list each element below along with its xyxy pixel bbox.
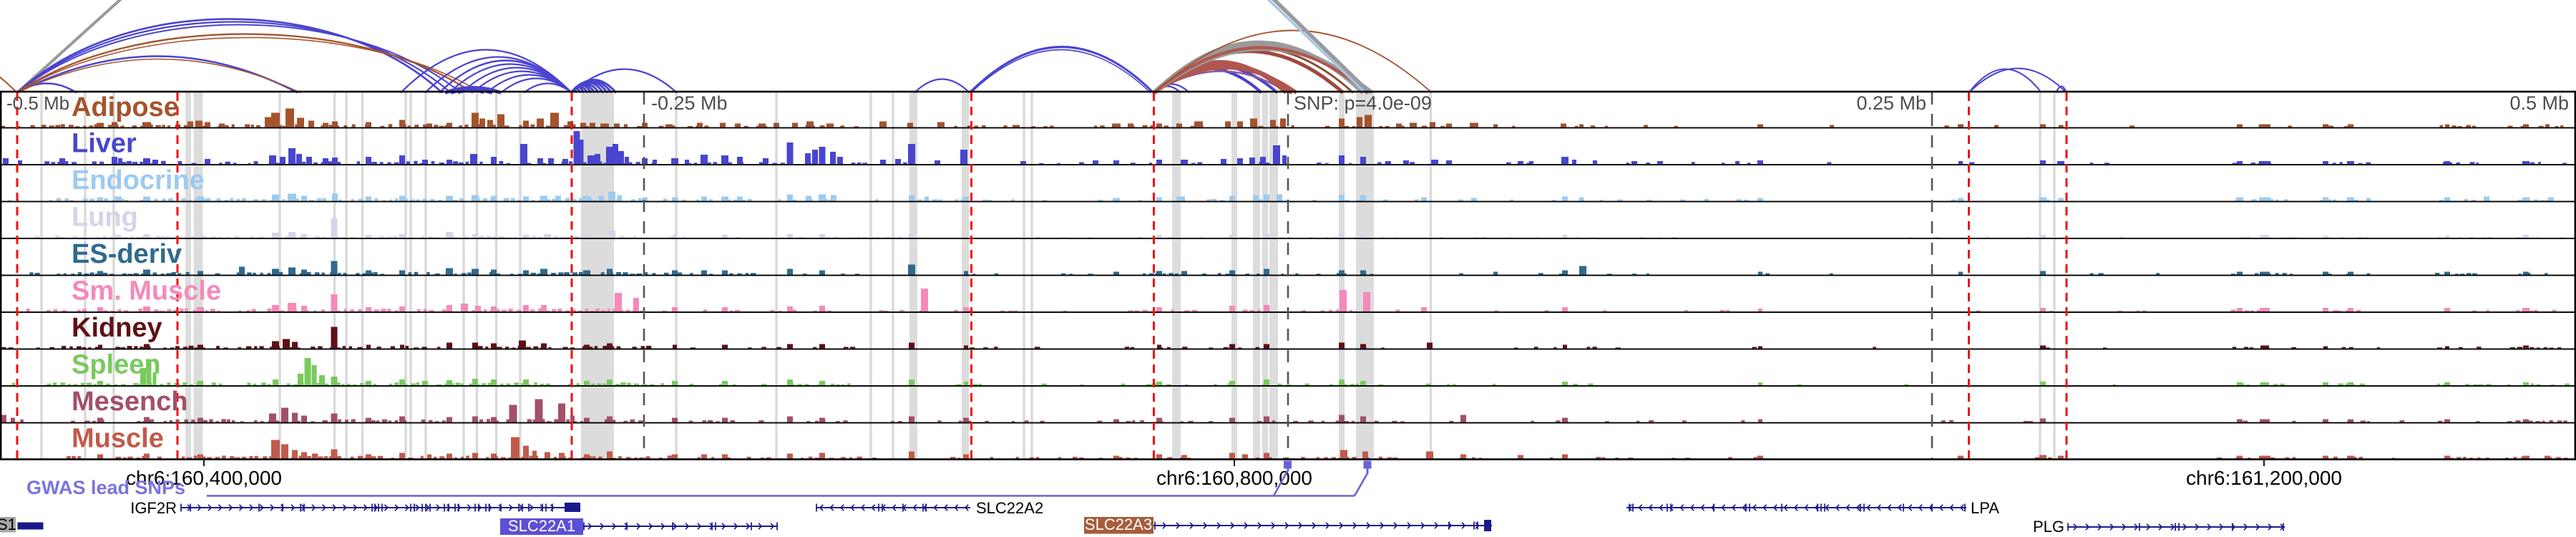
svg-text:chr6:160,800,000: chr6:160,800,000 — [1156, 467, 1312, 489]
svg-text:Spleen: Spleen — [72, 350, 161, 380]
svg-text:SLC22A2: SLC22A2 — [976, 499, 1043, 517]
svg-text:GWAS lead SNPs: GWAS lead SNPs — [26, 477, 185, 498]
svg-text:IGF2R: IGF2R — [130, 499, 177, 517]
svg-text:Kidney: Kidney — [72, 313, 162, 343]
svg-text:-0.5 Mb: -0.5 Mb — [6, 92, 69, 114]
svg-text:Sm. Muscle: Sm. Muscle — [72, 276, 221, 306]
svg-text:chr6:160,400,000: chr6:160,400,000 — [126, 467, 282, 489]
svg-text:PLG: PLG — [2033, 518, 2064, 536]
svg-text:S1: S1 — [0, 516, 16, 533]
svg-text:0.25 Mb: 0.25 Mb — [1856, 92, 1926, 114]
svg-text:Liver: Liver — [72, 129, 137, 159]
svg-text:0.5 Mb: 0.5 Mb — [2509, 92, 2569, 114]
svg-text:SLC22A3: SLC22A3 — [1085, 516, 1152, 533]
svg-text:-0.25 Mb: -0.25 Mb — [651, 92, 728, 114]
svg-text:Adipose: Adipose — [72, 92, 179, 122]
svg-text:LPA: LPA — [1971, 499, 1999, 517]
svg-text:Endocrine: Endocrine — [72, 165, 205, 195]
svg-text:Mesench: Mesench — [72, 387, 188, 417]
svg-text:ES-deriv: ES-deriv — [72, 239, 182, 269]
svg-text:Muscle: Muscle — [72, 424, 164, 454]
svg-text:SNP: p=4.0e-09: SNP: p=4.0e-09 — [1294, 92, 1432, 114]
svg-text:SLC22A1: SLC22A1 — [508, 517, 575, 535]
svg-text:chr6:161,200,000: chr6:161,200,000 — [2186, 467, 2342, 489]
svg-text:Lung: Lung — [72, 203, 138, 233]
